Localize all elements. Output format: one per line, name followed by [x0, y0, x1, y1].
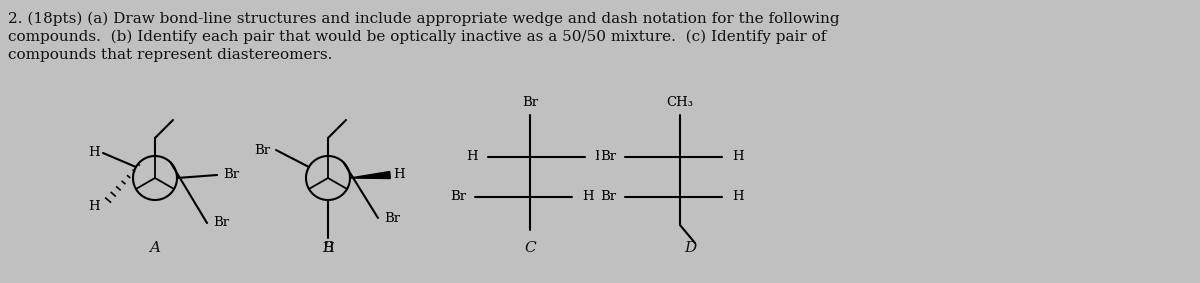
Text: Br: Br [450, 190, 466, 203]
Text: compounds that represent diastereomers.: compounds that represent diastereomers. [8, 48, 332, 62]
Text: D: D [684, 241, 696, 255]
Text: Br: Br [212, 216, 229, 230]
Text: CH₃: CH₃ [666, 95, 694, 108]
Text: B: B [323, 241, 334, 255]
Text: H: H [88, 147, 100, 160]
Text: Br: Br [522, 97, 538, 110]
Polygon shape [350, 171, 390, 179]
Text: A: A [150, 241, 161, 255]
Text: Br: Br [600, 190, 616, 203]
Text: Br: Br [600, 151, 616, 164]
Text: H: H [466, 151, 478, 164]
Text: 2. (18pts) (a) Draw bond-line structures and include appropriate wedge and dash : 2. (18pts) (a) Draw bond-line structures… [8, 12, 840, 26]
Text: H: H [732, 190, 744, 203]
Text: Br: Br [254, 143, 270, 156]
Text: Br: Br [223, 168, 239, 181]
Text: Et: Et [594, 151, 610, 164]
Text: H: H [582, 190, 594, 203]
Text: H: H [322, 241, 334, 254]
Text: H: H [394, 168, 404, 181]
Text: compounds.  (b) Identify each pair that would be optically inactive as a 50/50 m: compounds. (b) Identify each pair that w… [8, 30, 827, 44]
Text: H: H [732, 151, 744, 164]
Text: C: C [524, 241, 536, 255]
Text: H: H [88, 200, 100, 213]
Text: Br: Br [384, 211, 400, 224]
